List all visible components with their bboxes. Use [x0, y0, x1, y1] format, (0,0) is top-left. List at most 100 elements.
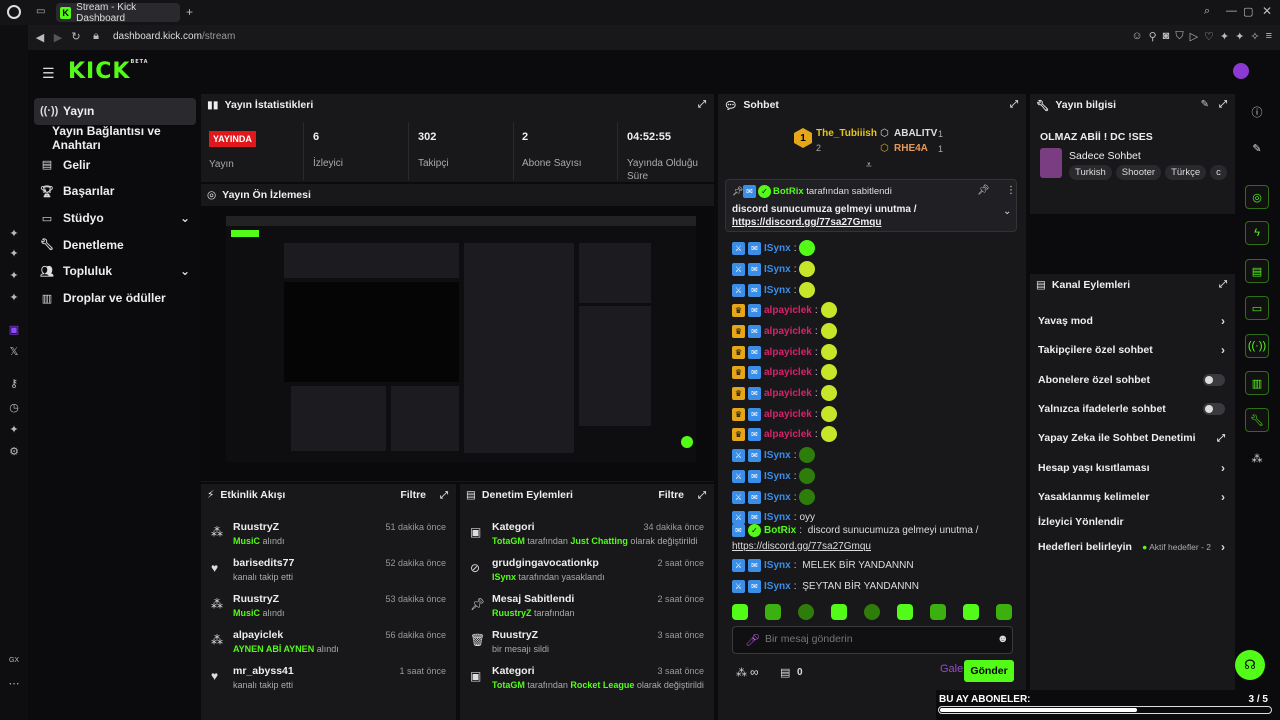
heart-icon[interactable]: ♡ — [1204, 31, 1214, 43]
top-gifter-3-name[interactable]: RHE4A — [894, 143, 928, 154]
unpin-icon[interactable]: 📌︎ — [977, 185, 990, 196]
action-slow-mode[interactable]: Yavaş mod › — [1038, 314, 1225, 328]
more-icon[interactable]: ⋯ — [8, 678, 20, 690]
chat-input-box[interactable]: 🎤︎ ☻ — [732, 626, 1013, 654]
chat-link[interactable]: https://discord.gg/77sa27Gmqu — [732, 540, 871, 552]
chat-username[interactable]: ISynx — [764, 580, 791, 592]
action-ai-moderation[interactable]: Yapay Zeka ile Sohbet Denetimi ⤢ — [1038, 432, 1225, 444]
emote-icon[interactable] — [732, 604, 748, 620]
emote-icon[interactable] — [930, 604, 946, 620]
expand-icon[interactable]: ⤢ — [1219, 279, 1227, 290]
pin-icon[interactable]: ⚲ — [1148, 31, 1157, 43]
opera-logo-icon[interactable] — [7, 5, 21, 19]
support-chat-button[interactable]: ☊ — [1235, 650, 1265, 680]
avatar[interactable] — [1233, 63, 1249, 79]
nav-item-studyo[interactable]: ▭ Stüdyo ⌄ — [41, 211, 190, 226]
edit-icon[interactable]: ✎ — [1252, 142, 1262, 155]
expand-icon[interactable]: ⤢ — [1219, 99, 1227, 110]
extension-icon[interactable]: ✦ — [1235, 31, 1245, 43]
scan-icon[interactable]: ◎ — [1245, 185, 1269, 209]
filter-button[interactable]: Filtre — [658, 489, 684, 501]
chat-username[interactable]: BotRix — [764, 525, 797, 537]
ai-icon[interactable]: ✧ — [1250, 31, 1260, 43]
minimize-button[interactable]: — — [1226, 5, 1237, 17]
nav-item-topluluk[interactable]: 👥︎ Topluluk ⌄ — [40, 264, 190, 279]
expand-icon[interactable]: ⤢ — [698, 99, 706, 110]
url-field[interactable]: dashboard.kick.com/stream — [113, 31, 235, 42]
emoji-icon[interactable]: ☻ — [997, 633, 1009, 645]
emote-icon[interactable] — [765, 604, 781, 620]
expand-icon[interactable]: ⤢ — [440, 489, 448, 501]
settings-icon[interactable]: ⚙ — [9, 446, 19, 458]
gift-icon[interactable]: ▤ — [780, 667, 791, 679]
emote-icon[interactable] — [831, 604, 847, 620]
chat-username[interactable]: alpayiclek — [764, 346, 812, 358]
action-set-goals[interactable]: Hedefleri belirleyin ● Aktif hedefler - … — [1038, 540, 1225, 554]
play-icon[interactable]: ▷ — [1189, 31, 1199, 43]
lightning-icon[interactable]: ϟ — [1245, 221, 1269, 245]
search-icon[interactable]: ⌕ — [1204, 5, 1211, 17]
filter-button[interactable]: Filtre — [400, 489, 426, 501]
sidebar-app-icon[interactable]: ⚷ — [9, 378, 19, 390]
community-icon[interactable]: ⁂ — [736, 667, 747, 679]
more-options-icon[interactable]: ⋮ — [1006, 185, 1016, 196]
chat-username[interactable]: ISynx — [764, 242, 791, 254]
microphone-icon[interactable]: 🎤︎ — [745, 633, 761, 647]
nav-item-gelir[interactable]: ▤ Gelir — [41, 157, 91, 172]
sidebar-app-icon[interactable]: ✦ — [9, 228, 19, 240]
chat-username[interactable]: alpayiclek — [764, 304, 812, 316]
community-icon[interactable]: ⁂ — [1251, 452, 1263, 465]
forward-icon[interactable]: ▶ — [53, 32, 63, 44]
category-name[interactable]: Sadece Sohbet — [1069, 150, 1141, 162]
hamburger-menu-icon[interactable]: ☰ — [42, 65, 55, 81]
kick-logo[interactable]: KICKBETA — [68, 59, 149, 84]
emote-icon[interactable] — [963, 604, 979, 620]
collapse-gifters-icon[interactable]: ⩡ — [866, 160, 872, 171]
layout-icon[interactable]: ▥ — [1245, 371, 1269, 395]
broadcast-icon[interactable]: ((·)) — [1245, 334, 1269, 358]
chat-username[interactable]: ISynx — [764, 491, 791, 503]
action-followers-only[interactable]: Takipçilere özel sohbet › — [1038, 343, 1225, 357]
sidebar-app-icon[interactable]: ✦ — [9, 292, 19, 304]
subscribers-only-toggle[interactable] — [1203, 374, 1225, 386]
emoji-icon[interactable]: ☺ — [1131, 30, 1143, 42]
top-gifter-1-name[interactable]: The_Tubiiish — [816, 128, 877, 139]
chat-username[interactable]: ISynx — [764, 263, 791, 275]
chat-username[interactable]: ISynx — [764, 559, 791, 571]
expand-icon[interactable]: ⤢ — [698, 489, 706, 501]
action-account-age[interactable]: Hesap yaşı kısıtlaması › — [1038, 461, 1225, 475]
chat-username[interactable]: alpayiclek — [764, 387, 812, 399]
chat-username[interactable]: ISynx — [764, 470, 791, 482]
sidebar-app-icon[interactable]: ✦ — [9, 248, 19, 260]
x-twitter-icon[interactable]: 𝕏 — [9, 346, 19, 358]
nav-item-droplar[interactable]: ▥ Droplar ve ödüller — [41, 291, 166, 306]
camera-icon[interactable]: ◙ — [1162, 30, 1170, 42]
chat-username[interactable]: ISynx — [764, 449, 791, 461]
back-icon[interactable]: ◀ — [35, 32, 45, 44]
maximize-button[interactable]: ▢ — [1243, 6, 1254, 18]
chat-username[interactable]: ISynx — [764, 511, 791, 523]
nav-item-yayin[interactable]: ((·)) Yayın — [34, 98, 196, 125]
chat-input[interactable] — [765, 633, 985, 645]
reload-icon[interactable]: ↻ — [71, 31, 81, 43]
chat-username[interactable]: alpayiclek — [764, 366, 812, 378]
wrench-icon[interactable]: 🔧︎ — [1245, 408, 1269, 432]
sidebar-app-icon[interactable]: ✦ — [9, 424, 19, 436]
emotes-only-toggle[interactable] — [1203, 403, 1225, 415]
send-button[interactable]: Gönder — [964, 660, 1014, 682]
pinned-link[interactable]: https://discord.gg/77sa27Gmqu — [732, 217, 882, 228]
emote-icon[interactable] — [798, 604, 814, 620]
info-icon[interactable]: ⓘ — [1251, 107, 1263, 119]
sidebar-app-icon[interactable]: ◷ — [9, 402, 19, 414]
chat-username[interactable]: ISynx — [764, 284, 791, 296]
edit-icon[interactable]: ✎ — [1200, 99, 1209, 110]
emote-icon[interactable] — [897, 604, 913, 620]
top-gifter-2-name[interactable]: ABALITV — [894, 128, 938, 139]
extension-icon[interactable]: ✦ — [1219, 31, 1230, 43]
chevron-down-icon[interactable]: ⌄ — [1003, 206, 1012, 217]
pinned-by-user[interactable]: BotRix — [773, 186, 804, 197]
chat-username[interactable]: alpayiclek — [764, 428, 812, 440]
browser-tab[interactable]: K Stream - Kick Dashboard — [56, 2, 180, 24]
sidebar-app-icon[interactable]: ✦ — [9, 270, 19, 282]
emote-icon[interactable] — [864, 604, 880, 620]
